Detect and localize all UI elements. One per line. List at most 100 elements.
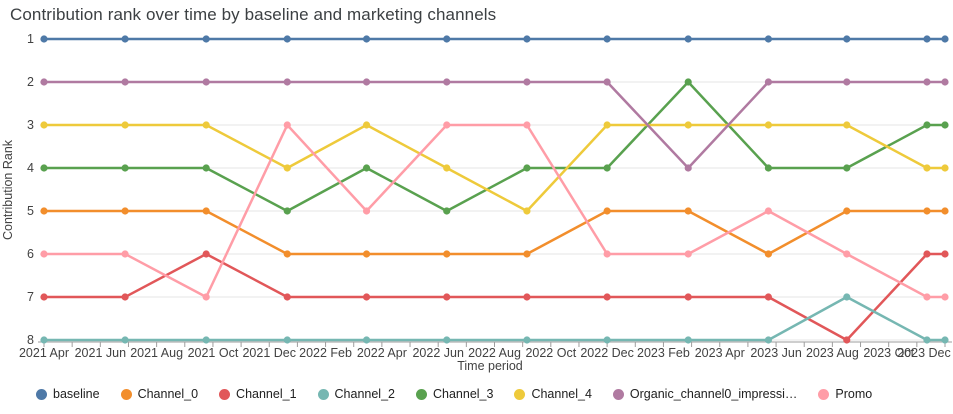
data-point[interactable] [283,207,291,215]
legend-item-Promo[interactable]: Promo [818,387,872,401]
data-point[interactable] [843,78,851,86]
data-point[interactable] [941,207,949,215]
data-point[interactable] [523,35,531,43]
data-point[interactable] [843,35,851,43]
legend-item-Channel_0[interactable]: Channel_0 [120,387,198,401]
data-point[interactable] [443,121,451,129]
data-point[interactable] [443,35,451,43]
data-point[interactable] [764,121,773,129]
data-point[interactable] [40,121,48,129]
data-point[interactable] [202,293,210,301]
data-point[interactable] [843,250,851,258]
data-point[interactable] [941,336,949,344]
data-point[interactable] [283,35,291,43]
data-point[interactable] [443,250,451,258]
data-point[interactable] [362,78,371,86]
data-point[interactable] [603,336,611,344]
data-point[interactable] [362,35,371,43]
data-point[interactable] [843,293,851,301]
data-point[interactable] [523,293,531,301]
data-point[interactable] [40,293,48,301]
data-point[interactable] [121,250,129,258]
data-point[interactable] [603,164,611,172]
data-point[interactable] [362,336,371,344]
data-point[interactable] [202,207,210,215]
data-point[interactable] [764,293,773,301]
data-point[interactable] [764,336,773,344]
data-point[interactable] [923,164,931,172]
data-point[interactable] [283,336,291,344]
data-point[interactable] [941,293,949,301]
data-point[interactable] [923,250,931,258]
data-point[interactable] [603,121,611,129]
data-point[interactable] [603,207,611,215]
legend-item-Channel_1[interactable]: Channel_1 [219,387,297,401]
data-point[interactable] [121,336,129,344]
data-point[interactable] [603,293,611,301]
data-point[interactable] [121,207,129,215]
data-point[interactable] [843,164,851,172]
data-point[interactable] [202,250,210,258]
data-point[interactable] [283,293,291,301]
legend-item-Channel_4[interactable]: Channel_4 [514,387,592,401]
data-point[interactable] [523,78,531,86]
data-point[interactable] [941,164,949,172]
data-point[interactable] [40,336,48,344]
data-point[interactable] [121,78,129,86]
data-point[interactable] [283,164,291,172]
data-point[interactable] [283,78,291,86]
data-point[interactable] [40,207,48,215]
data-point[interactable] [362,121,371,129]
data-point[interactable] [202,121,210,129]
data-point[interactable] [40,78,48,86]
data-point[interactable] [443,164,451,172]
data-point[interactable] [362,250,371,258]
data-point[interactable] [202,35,210,43]
data-point[interactable] [121,35,129,43]
data-point[interactable] [362,207,371,215]
data-point[interactable] [121,293,129,301]
data-point[interactable] [684,293,692,301]
data-point[interactable] [121,121,129,129]
data-point[interactable] [121,164,129,172]
data-point[interactable] [523,164,531,172]
data-point[interactable] [941,35,949,43]
legend-item-baseline[interactable]: baseline [36,387,100,401]
data-point[interactable] [684,207,692,215]
data-point[interactable] [923,293,931,301]
data-point[interactable] [362,293,371,301]
data-point[interactable] [684,250,692,258]
data-point[interactable] [923,336,931,344]
data-point[interactable] [523,250,531,258]
data-point[interactable] [764,164,773,172]
data-point[interactable] [764,250,773,258]
data-point[interactable] [923,207,931,215]
data-point[interactable] [523,336,531,344]
data-point[interactable] [283,121,291,129]
legend-item-Channel_2[interactable]: Channel_2 [317,387,395,401]
data-point[interactable] [443,78,451,86]
data-point[interactable] [941,121,949,129]
data-point[interactable] [202,164,210,172]
data-point[interactable] [523,207,531,215]
data-point[interactable] [923,121,931,129]
data-point[interactable] [443,293,451,301]
data-point[interactable] [684,336,692,344]
data-point[interactable] [40,250,48,258]
data-point[interactable] [523,121,531,129]
data-point[interactable] [684,121,692,129]
data-point[interactable] [40,35,48,43]
data-point[interactable] [923,35,931,43]
data-point[interactable] [40,164,48,172]
data-point[interactable] [443,207,451,215]
data-point[interactable] [843,336,851,344]
data-point[interactable] [764,78,773,86]
data-point[interactable] [684,78,692,86]
data-point[interactable] [764,207,773,215]
data-point[interactable] [684,164,692,172]
data-point[interactable] [941,250,949,258]
data-point[interactable] [362,164,371,172]
data-point[interactable] [603,250,611,258]
data-point[interactable] [283,250,291,258]
data-point[interactable] [843,121,851,129]
